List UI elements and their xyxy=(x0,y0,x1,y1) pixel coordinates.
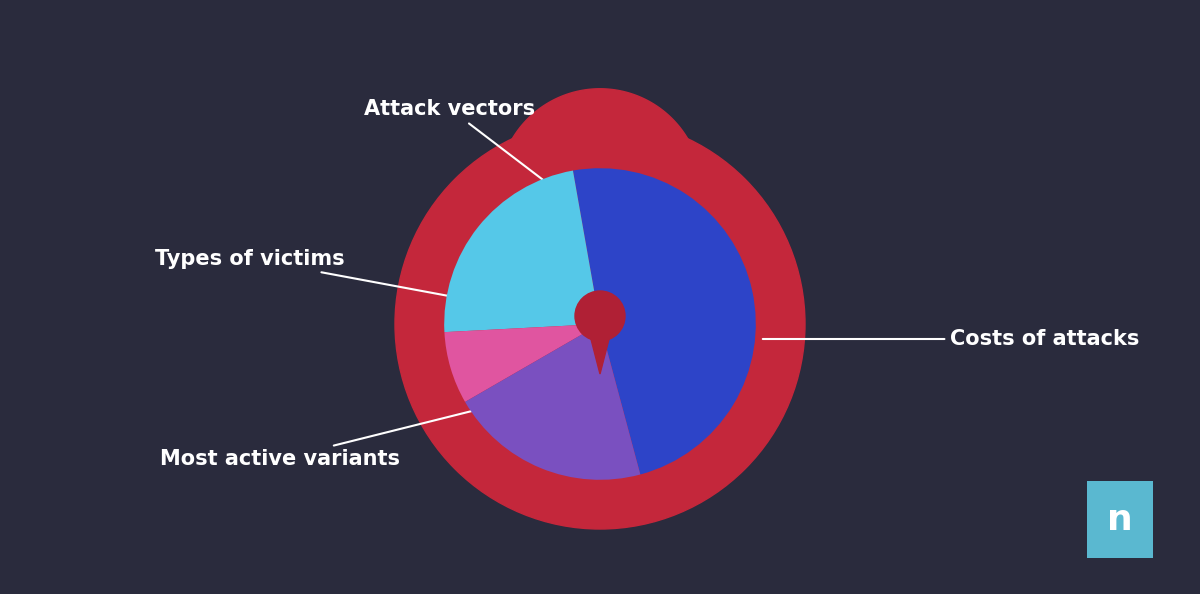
Text: Attack vectors: Attack vectors xyxy=(365,99,553,187)
Wedge shape xyxy=(444,170,600,332)
Wedge shape xyxy=(572,168,756,475)
Text: Types of victims: Types of victims xyxy=(155,249,462,299)
Text: n: n xyxy=(1108,503,1133,537)
Polygon shape xyxy=(498,191,540,211)
Wedge shape xyxy=(466,324,641,480)
Polygon shape xyxy=(660,191,702,211)
Text: Costs of attacks: Costs of attacks xyxy=(763,329,1139,349)
Circle shape xyxy=(395,119,805,529)
Polygon shape xyxy=(586,316,616,374)
Circle shape xyxy=(575,291,625,341)
Polygon shape xyxy=(498,89,702,191)
Wedge shape xyxy=(444,324,600,402)
Polygon shape xyxy=(540,131,660,211)
Text: Most active variants: Most active variants xyxy=(160,410,478,469)
